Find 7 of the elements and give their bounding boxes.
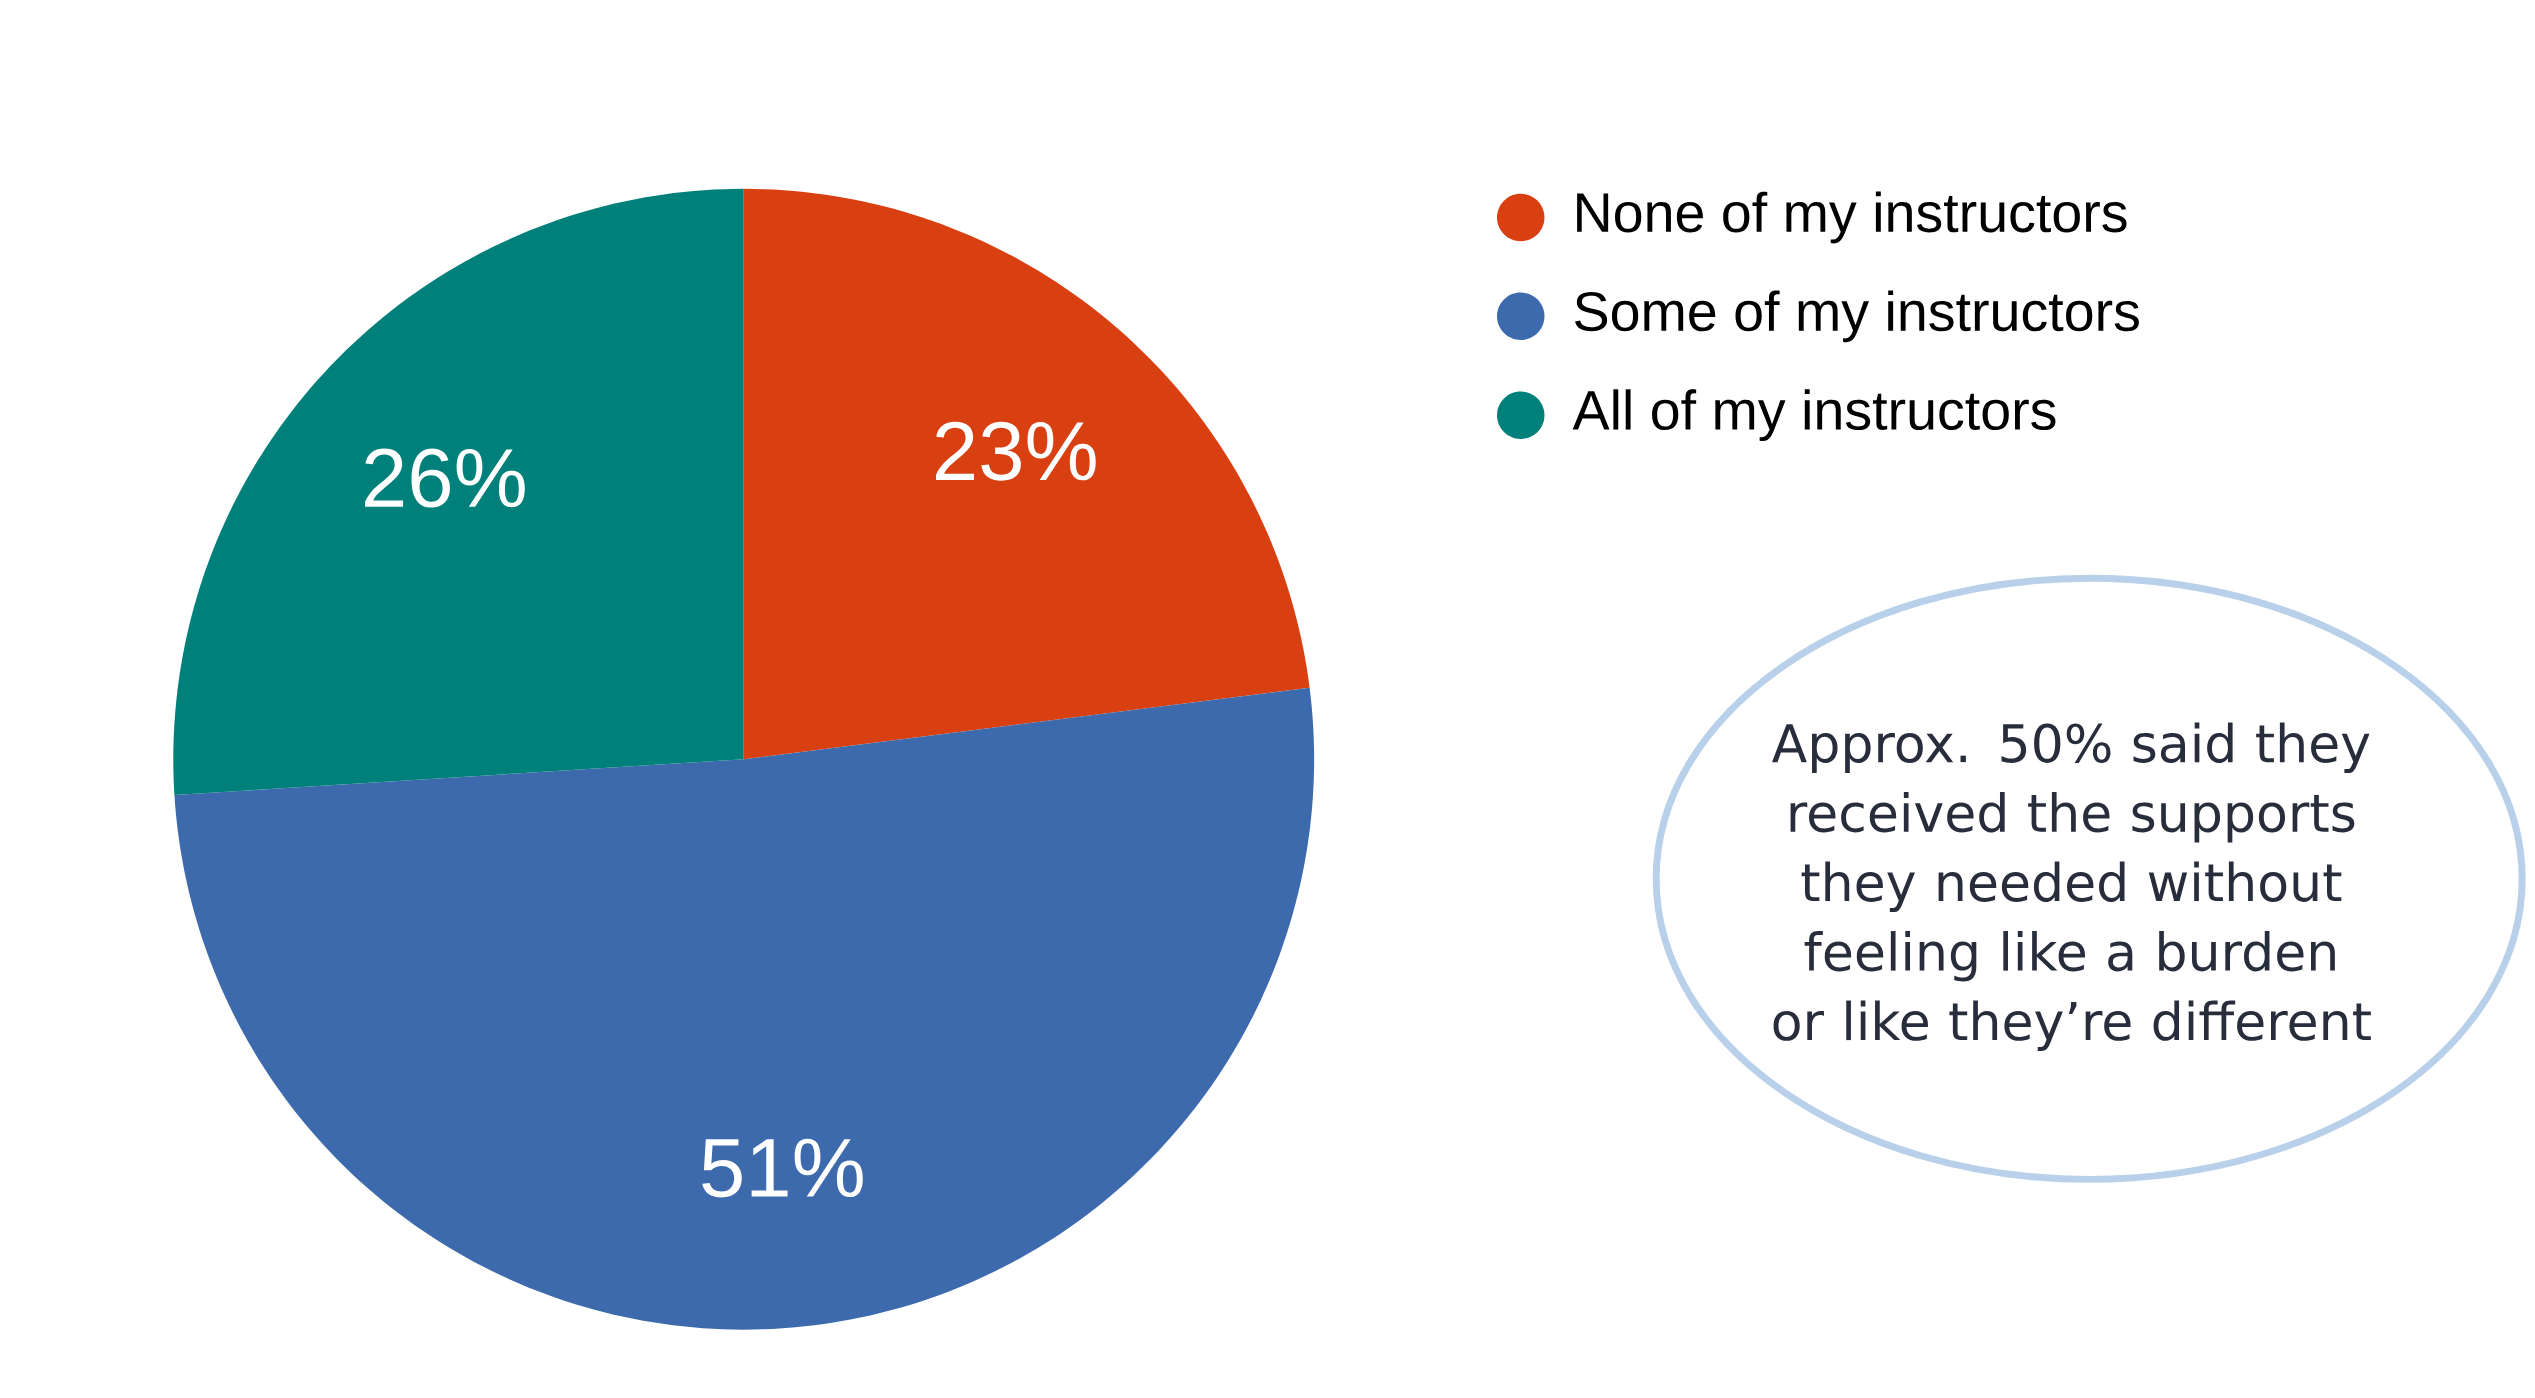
legend-label: All of my instructors xyxy=(1572,389,2056,442)
legend-label: Some of my instructors xyxy=(1575,290,2139,343)
data-label: 51% xyxy=(702,1138,863,1198)
text: Approx. 50% said they received the supports they needed without feeling like a burden or like they’re different xyxy=(1772,722,2371,1052)
data-label: 26% xyxy=(365,448,525,508)
legend-label: None of my instructors xyxy=(1577,191,2127,244)
data-label: 23% xyxy=(936,421,1096,481)
